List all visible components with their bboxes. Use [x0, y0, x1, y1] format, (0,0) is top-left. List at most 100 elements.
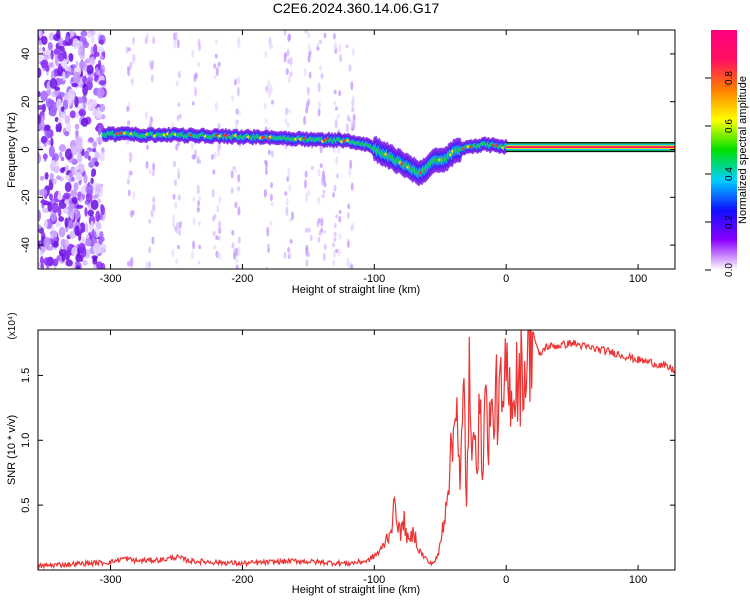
- streak-speckle: [148, 261, 152, 267]
- noise-speckle: [67, 218, 74, 229]
- streak-speckle: [131, 40, 135, 45]
- noise-speckle: [95, 210, 101, 223]
- streak-speckle: [337, 145, 341, 154]
- noise-speckle: [43, 49, 51, 56]
- streak-speckle: [338, 43, 342, 54]
- noise-speckle: [79, 48, 86, 61]
- noise-speckle: [72, 38, 79, 50]
- streak-speckle: [148, 218, 152, 224]
- noise-speckle: [48, 145, 55, 158]
- streak-speckle: [283, 30, 287, 36]
- streak-speckle: [191, 48, 195, 58]
- noise-speckle: [53, 153, 59, 162]
- streak-speckle: [127, 47, 131, 52]
- streak-speckle: [235, 264, 239, 269]
- spectrogram-x-ticks: -300 -200 -100 0 100: [100, 30, 647, 285]
- streak-speckle: [304, 30, 308, 34]
- noise-speckle: [45, 98, 54, 109]
- spectrogram-y-tick-label: 40: [20, 48, 32, 60]
- streak-speckle: [127, 66, 131, 71]
- streak-speckle: [316, 46, 320, 51]
- streak-speckle: [285, 68, 289, 76]
- streak-speckle: [190, 143, 194, 150]
- noise-speckle: [38, 261, 41, 269]
- noise-speckle: [39, 256, 44, 265]
- noise-speckle: [51, 202, 60, 214]
- streak-speckle: [177, 102, 181, 107]
- noise-speckle: [95, 69, 101, 76]
- streak-speckle: [350, 264, 354, 269]
- spectrogram-x-tick-label: -100: [363, 273, 385, 285]
- streak-speckle: [130, 210, 134, 218]
- noise-speckle: [70, 209, 75, 221]
- noise-speckle: [75, 253, 82, 263]
- streak-speckle: [268, 41, 272, 50]
- noise-speckle: [48, 32, 55, 41]
- noise-speckle: [43, 153, 47, 162]
- noise-speckle: [64, 148, 73, 160]
- streak-speckle: [174, 179, 178, 187]
- streak-speckle: [284, 191, 288, 196]
- streak-speckle: [352, 113, 356, 123]
- streak-speckle: [215, 235, 219, 241]
- noise-speckle: [99, 243, 106, 254]
- streak-speckle: [348, 167, 352, 178]
- streak-speckle: [332, 33, 336, 40]
- noise-speckle: [73, 182, 79, 191]
- noise-speckle: [71, 196, 78, 204]
- noise-speckle: [86, 64, 94, 75]
- spectrogram-x-tick-label: -200: [231, 273, 253, 285]
- streak-speckle: [352, 120, 356, 130]
- streak-speckle: [323, 244, 327, 251]
- streak-speckle: [333, 100, 337, 106]
- noise-speckle: [83, 150, 89, 159]
- snr-y-tick-label: 1.5: [20, 368, 32, 383]
- streak-speckle: [310, 165, 314, 171]
- noise-speckle: [90, 100, 98, 108]
- streak-speckle: [210, 153, 214, 160]
- streak-speckle: [129, 61, 133, 70]
- noise-speckle: [92, 147, 97, 153]
- streak-speckle: [332, 250, 336, 258]
- streak-speckle: [304, 179, 308, 189]
- streak-speckle: [218, 220, 222, 230]
- streak-speckle: [234, 78, 238, 86]
- noise-speckle: [90, 159, 95, 166]
- streak-speckle: [216, 143, 220, 154]
- streak-speckle: [323, 230, 327, 235]
- streak-speckle: [267, 149, 271, 156]
- streak-speckle: [335, 155, 339, 166]
- streak-speckle: [288, 252, 292, 258]
- noise-speckle: [48, 109, 57, 117]
- streak-speckle: [174, 201, 178, 210]
- streak-speckle: [338, 233, 342, 240]
- streak-speckle: [178, 113, 182, 119]
- noise-speckle: [64, 114, 71, 125]
- streak-speckle: [132, 191, 136, 200]
- noise-speckle: [67, 66, 72, 73]
- streak-speckle: [213, 63, 217, 69]
- streak-speckle: [350, 182, 354, 192]
- streak-speckle: [337, 248, 341, 257]
- spectrogram-x-tick-label: 100: [629, 273, 647, 285]
- streak-speckle: [320, 217, 324, 227]
- streak-speckle: [317, 168, 321, 177]
- noise-speckle: [69, 110, 77, 119]
- noise-speckle: [98, 79, 106, 86]
- streak-speckle: [177, 194, 181, 201]
- streak-speckle: [309, 234, 313, 242]
- noise-speckle: [38, 146, 43, 152]
- noise-speckle: [51, 159, 60, 168]
- streak-speckle: [174, 31, 178, 42]
- streak-speckle: [317, 236, 321, 243]
- snr-panel: -300 -200 -100 0 100 0.5 1.0 1.5 Height of str…: [6, 312, 676, 596]
- streak-speckle: [307, 43, 311, 51]
- noise-speckle: [85, 192, 93, 203]
- streak-speckle: [336, 173, 340, 179]
- noise-speckle: [87, 32, 92, 39]
- noise-speckle: [75, 112, 80, 119]
- streak-speckle: [270, 150, 274, 158]
- noise-speckle: [93, 256, 97, 262]
